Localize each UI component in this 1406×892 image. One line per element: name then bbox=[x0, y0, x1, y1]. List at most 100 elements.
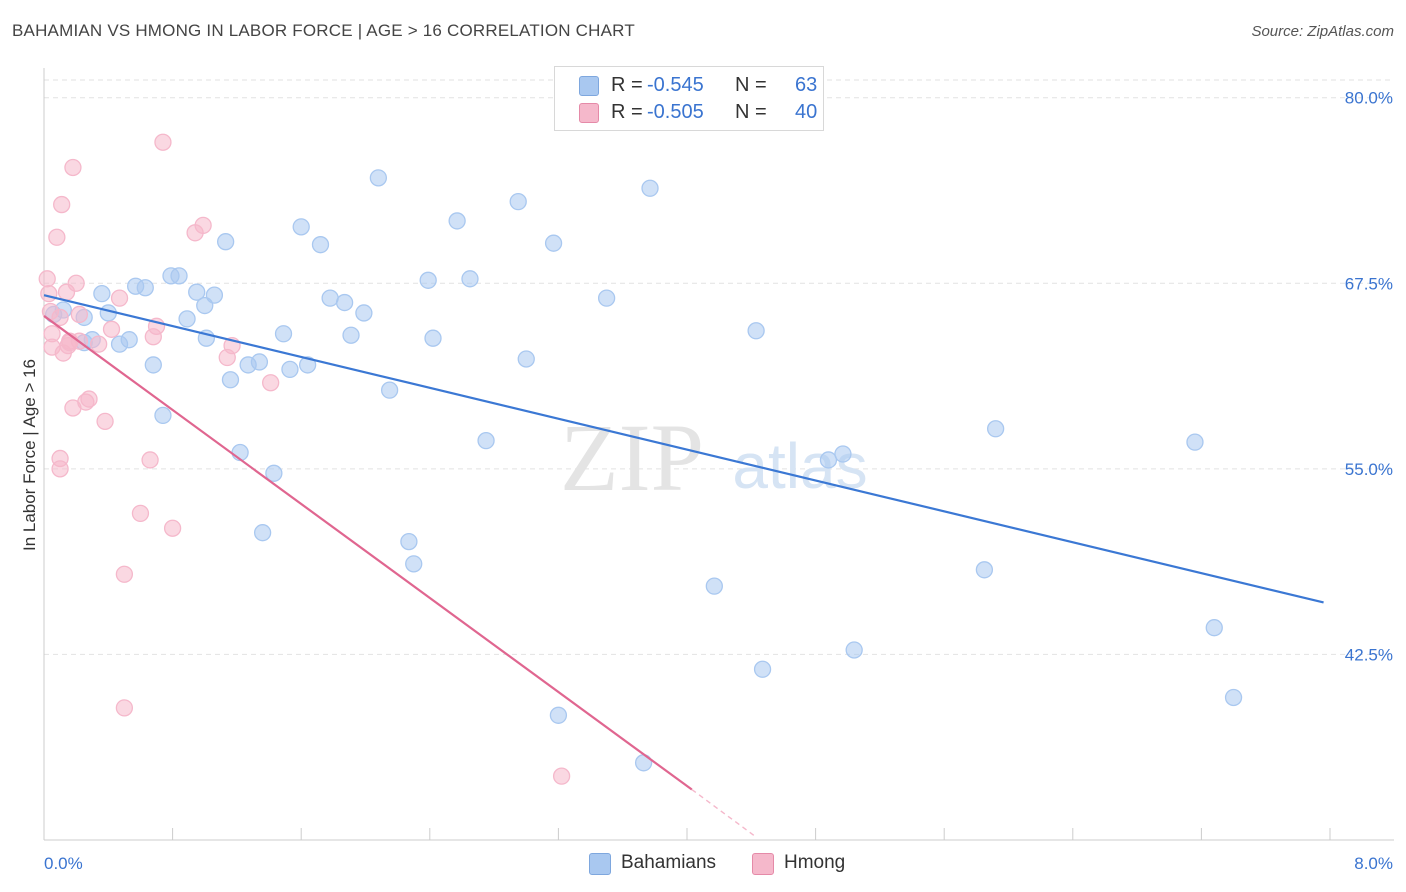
point-hmong bbox=[194, 216, 212, 235]
point-bahamians bbox=[321, 289, 339, 307]
point-bahamians bbox=[380, 381, 399, 399]
point-hmong bbox=[154, 133, 172, 151]
point-bahamians bbox=[154, 406, 172, 425]
point-bahamians bbox=[274, 325, 293, 343]
legend-n-value: 63 bbox=[795, 74, 818, 96]
data-points bbox=[38, 133, 1243, 785]
y-axis-title: In Labor Force | Age > 16 bbox=[20, 358, 39, 552]
point-bahamians bbox=[448, 212, 466, 230]
point-bahamians bbox=[509, 192, 527, 211]
point-bahamians bbox=[419, 271, 437, 289]
y-tick-label: 42.5% bbox=[1345, 645, 1393, 664]
point-bahamians bbox=[549, 706, 568, 724]
legend-r-value: -0.545 bbox=[647, 74, 704, 96]
point-bahamians bbox=[355, 304, 373, 322]
bottom-legend-swatch-hmong bbox=[752, 853, 774, 875]
point-hmong bbox=[64, 158, 82, 177]
point-bahamians bbox=[1186, 433, 1204, 451]
point-hmong bbox=[141, 451, 159, 469]
point-bahamians bbox=[178, 310, 196, 328]
point-bahamians bbox=[311, 236, 330, 254]
point-bahamians bbox=[253, 524, 272, 542]
point-hmong bbox=[163, 519, 182, 537]
tick-labels: 42.5% 55.0% 67.5% 80.0% 0.0% 8.0% bbox=[44, 89, 1393, 873]
legend-n-value: 40 bbox=[795, 101, 818, 123]
point-bahamians bbox=[136, 279, 154, 297]
point-bahamians bbox=[845, 641, 863, 659]
point-bahamians bbox=[1224, 688, 1243, 707]
point-bahamians bbox=[93, 285, 111, 303]
bottom-legend-swatch-bahamians bbox=[589, 853, 611, 875]
legend-swatch-hmong bbox=[579, 103, 599, 123]
legend-r-label: R = bbox=[611, 74, 643, 96]
point-hmong bbox=[115, 565, 134, 583]
point-bahamians bbox=[369, 169, 388, 187]
point-bahamians bbox=[1205, 619, 1223, 637]
point-hmong bbox=[102, 320, 121, 338]
trend-line-bahamians bbox=[43, 294, 1324, 604]
legend-swatch-bahamians bbox=[579, 76, 599, 96]
trend-extension-hmong bbox=[691, 788, 757, 838]
point-bahamians bbox=[188, 283, 206, 301]
point-hmong bbox=[40, 285, 58, 303]
point-hmong bbox=[115, 699, 134, 717]
legend-n-label: N = bbox=[735, 101, 767, 123]
point-bahamians bbox=[975, 561, 994, 579]
bottom-legend-label: Bahamians bbox=[621, 852, 717, 873]
legend-r-value: -0.505 bbox=[647, 101, 704, 123]
stats-legend: R = -0.545 N = 63 R = -0.505 N = 40 bbox=[554, 66, 824, 131]
point-hmong bbox=[131, 504, 150, 523]
point-bahamians bbox=[747, 322, 765, 340]
watermark: ZIP atlas bbox=[560, 404, 868, 511]
bottom-legend-label: Hmong bbox=[784, 852, 846, 873]
point-bahamians bbox=[986, 420, 1005, 438]
point-bahamians bbox=[477, 431, 495, 450]
point-bahamians bbox=[544, 234, 563, 252]
point-hmong bbox=[53, 195, 71, 214]
point-bahamians bbox=[250, 353, 269, 371]
point-hmong bbox=[48, 228, 66, 246]
point-bahamians bbox=[281, 360, 299, 379]
point-bahamians bbox=[753, 660, 772, 678]
point-bahamians bbox=[405, 555, 423, 573]
point-hmong bbox=[552, 767, 571, 785]
point-bahamians bbox=[221, 371, 240, 389]
legend-r-label: R = bbox=[611, 101, 643, 123]
y-tick-label: 55.0% bbox=[1345, 460, 1393, 479]
point-bahamians bbox=[292, 218, 310, 236]
point-bahamians bbox=[216, 233, 235, 251]
point-bahamians bbox=[834, 445, 852, 463]
point-bahamians bbox=[705, 577, 723, 595]
source-credit: Source: ZipAtlas.com bbox=[1251, 23, 1394, 40]
legend-n-label: N = bbox=[735, 74, 767, 96]
point-bahamians bbox=[424, 329, 442, 347]
point-hmong bbox=[38, 270, 56, 288]
point-hmong bbox=[110, 289, 129, 307]
point-hmong bbox=[90, 335, 108, 353]
axes bbox=[43, 68, 1394, 841]
point-bahamians bbox=[335, 293, 354, 312]
point-bahamians bbox=[144, 356, 162, 374]
point-hmong bbox=[51, 460, 69, 478]
point-bahamians bbox=[819, 451, 838, 469]
point-hmong bbox=[262, 374, 280, 392]
x-tick-label: 0.0% bbox=[44, 854, 83, 873]
point-bahamians bbox=[400, 532, 418, 551]
point-bahamians bbox=[461, 270, 479, 288]
point-hmong bbox=[70, 305, 89, 324]
chart-title: BAHAMIAN VS HMONG IN LABOR FORCE | AGE >… bbox=[12, 21, 635, 40]
point-bahamians bbox=[196, 296, 214, 315]
point-bahamians bbox=[342, 326, 360, 344]
point-bahamians bbox=[298, 356, 317, 374]
point-hmong bbox=[67, 274, 85, 292]
x-tick-label: 8.0% bbox=[1354, 854, 1393, 873]
y-tick-label: 80.0% bbox=[1345, 89, 1393, 108]
point-bahamians bbox=[517, 350, 535, 368]
point-hmong bbox=[80, 390, 98, 408]
point-bahamians bbox=[120, 331, 138, 349]
point-hmong bbox=[51, 308, 69, 327]
watermark-zip: ZIP bbox=[560, 404, 704, 511]
point-bahamians bbox=[170, 267, 188, 285]
y-tick-label: 67.5% bbox=[1345, 274, 1393, 293]
